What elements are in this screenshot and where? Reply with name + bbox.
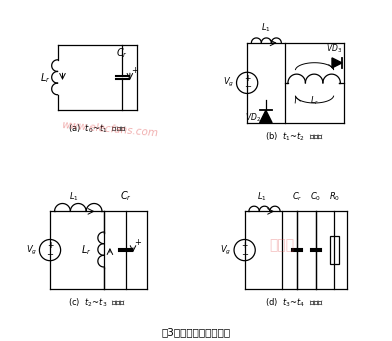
Text: $L_r$: $L_r$	[310, 94, 319, 107]
Text: $V_g$: $V_g$	[220, 243, 232, 257]
Text: +: +	[47, 241, 53, 250]
Text: $VD_3$: $VD_3$	[326, 43, 342, 55]
Text: $L_r$: $L_r$	[40, 71, 50, 85]
Text: $C_r$: $C_r$	[292, 190, 302, 203]
Text: $V_g$: $V_g$	[223, 76, 234, 89]
Text: www.elecfans.com: www.elecfans.com	[61, 120, 158, 139]
Text: −: −	[47, 250, 54, 259]
Text: (d)  $t_3$~$t_4$  等效图: (d) $t_3$~$t_4$ 等效图	[265, 296, 324, 309]
Text: $L_1$: $L_1$	[257, 190, 267, 203]
Text: −: −	[241, 250, 248, 259]
Text: $L_1$: $L_1$	[261, 22, 271, 34]
Text: −: −	[244, 83, 250, 92]
Text: +: +	[244, 74, 250, 83]
Text: $C_r$: $C_r$	[116, 47, 128, 60]
Polygon shape	[332, 58, 342, 68]
Text: +: +	[241, 241, 248, 250]
Text: +: +	[134, 238, 141, 248]
Text: $V_g$: $V_g$	[26, 243, 37, 257]
Text: +: +	[131, 66, 138, 75]
Text: (c)  $t_2$~$t_3$  等效图: (c) $t_2$~$t_3$ 等效图	[69, 296, 127, 309]
Text: $C_r$: $C_r$	[120, 189, 131, 203]
Text: 图3电路各个时段等效图: 图3电路各个时段等效图	[162, 328, 230, 338]
Text: (a)  $t_0$~$t_1$  等效图: (a) $t_0$~$t_1$ 等效图	[68, 123, 127, 135]
Text: $VD_2$: $VD_2$	[245, 112, 261, 124]
Polygon shape	[260, 110, 272, 123]
Text: 发烧友: 发烧友	[270, 238, 295, 253]
Text: $L_r$: $L_r$	[81, 243, 91, 257]
Bar	[330, 236, 339, 264]
Text: $R_0$: $R_0$	[329, 190, 340, 203]
Text: (b)  $t_1$~$t_2$  等效图: (b) $t_1$~$t_2$ 等效图	[265, 130, 324, 143]
Text: $C_0$: $C_0$	[310, 190, 321, 203]
Text: $L_1$: $L_1$	[69, 190, 79, 203]
